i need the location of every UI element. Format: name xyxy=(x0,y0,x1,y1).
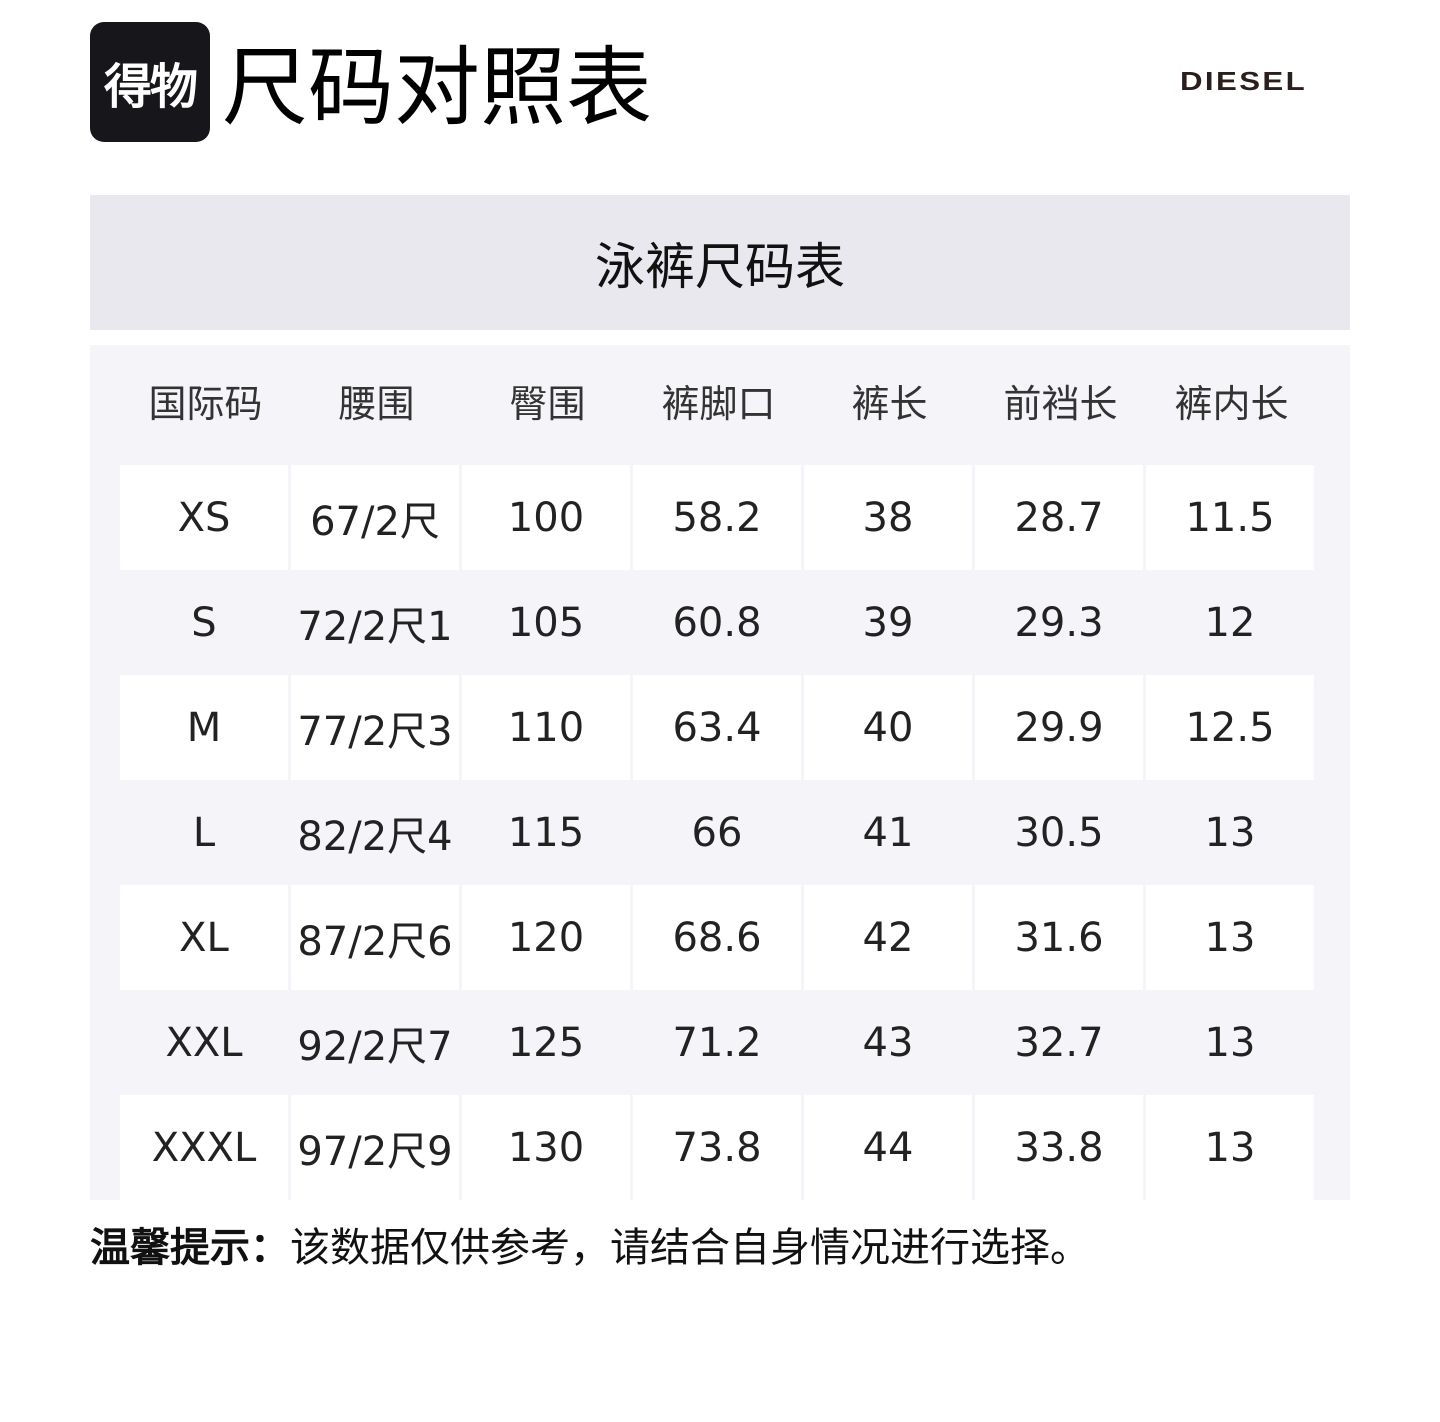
column-header: 国际码 xyxy=(148,381,263,426)
table-row: M 77/2尺3 110 63.4 40 29.9 12.5 xyxy=(120,675,1317,780)
table-cell: 44 xyxy=(804,1095,972,1200)
table-header: 国际码 腰围 臀围 裤脚口 裤长 前裆长 裤内长 xyxy=(120,345,1317,455)
table-row: L 82/2尺4 115 66 41 30.5 13 xyxy=(120,780,1317,885)
page-title: 尺码对照表 xyxy=(222,38,652,138)
column-header: 裤内长 xyxy=(1174,381,1289,426)
table-cell: 12 xyxy=(1204,599,1256,646)
table-cell: 120 xyxy=(462,885,630,990)
table-cell: 29.3 xyxy=(1014,599,1104,646)
table-cell: 66 xyxy=(691,809,743,856)
table-cell: 58.2 xyxy=(633,465,801,570)
table-cell: 42 xyxy=(804,885,972,990)
footer-note: 温馨提示：该数据仅供参考，请结合自身情况进行选择。 xyxy=(90,1218,1090,1278)
table-cell: 92/2尺7 xyxy=(297,1023,453,1070)
column-header: 臀围 xyxy=(509,381,586,426)
table-cell: 13 xyxy=(1204,809,1256,856)
table-cell: 125 xyxy=(507,1019,585,1066)
table-row: XXXL 97/2尺9 130 73.8 44 33.8 13 xyxy=(120,1095,1317,1200)
logo-text: 得物 xyxy=(103,59,198,115)
table-cell: 100 xyxy=(462,465,630,570)
table-cell: 29.9 xyxy=(975,675,1143,780)
table-cell: 39 xyxy=(862,599,914,646)
table-cell: 73.8 xyxy=(633,1095,801,1200)
column-header: 裤长 xyxy=(851,381,928,426)
footer-text: 该数据仅供参考，请结合自身情况进行选择。 xyxy=(290,1225,1090,1271)
table-cell: 87/2尺6 xyxy=(291,885,459,990)
table-cell: 30.5 xyxy=(1014,809,1104,856)
table-cell: 68.6 xyxy=(633,885,801,990)
table-row: S 72/2尺1 105 60.8 39 29.3 12 xyxy=(120,570,1317,675)
table-cell: 82/2尺4 xyxy=(297,813,453,860)
table-cell: 105 xyxy=(507,599,585,646)
footer-label: 温馨提示： xyxy=(90,1225,290,1271)
size-table: 国际码 腰围 臀围 裤脚口 裤长 前裆长 裤内长 XS 67/2尺 100 58.2 38 28.7 1… xyxy=(90,345,1350,1200)
table-row: XL 87/2尺6 120 68.6 42 31.6 13 xyxy=(120,885,1317,990)
table-cell: 97/2尺9 xyxy=(291,1095,459,1200)
table-cell: 63.4 xyxy=(633,675,801,780)
dewu-logo: 得物 xyxy=(90,22,210,142)
table-cell: S xyxy=(191,599,217,646)
table-cell: 32.7 xyxy=(1014,1019,1104,1066)
table-cell: 77/2尺3 xyxy=(291,675,459,780)
table-cell: 38 xyxy=(804,465,972,570)
table-cell: 110 xyxy=(462,675,630,780)
table-cell: 11.5 xyxy=(1146,465,1314,570)
table-cell: 67/2尺 xyxy=(291,465,459,570)
table-cell: 13 xyxy=(1146,1095,1314,1200)
table-cell: 13 xyxy=(1204,1019,1256,1066)
column-header: 腰围 xyxy=(338,381,415,426)
table-cell: 60.8 xyxy=(672,599,762,646)
table-cell: 33.8 xyxy=(975,1095,1143,1200)
table-cell: L xyxy=(192,809,216,856)
table-cell: 40 xyxy=(804,675,972,780)
table-row: XS 67/2尺 100 58.2 38 28.7 11.5 xyxy=(120,465,1317,570)
table-cell: 41 xyxy=(862,809,914,856)
table-cell: 43 xyxy=(862,1019,914,1066)
table-row: XXL 92/2尺7 125 71.2 43 32.7 13 xyxy=(120,990,1317,1095)
table-cell: 31.6 xyxy=(975,885,1143,990)
table-cell: 72/2尺1 xyxy=(297,603,453,650)
table-title: 泳裤尺码表 xyxy=(90,195,1350,330)
table-cell: 71.2 xyxy=(672,1019,762,1066)
brand-logo: DIESEL xyxy=(1180,66,1308,96)
table-cell: XXXL xyxy=(120,1095,288,1200)
table-cell: XXL xyxy=(165,1019,243,1066)
table-cell: XS xyxy=(120,465,288,570)
table-cell: 115 xyxy=(507,809,585,856)
table-cell: 130 xyxy=(462,1095,630,1200)
table-cell: 28.7 xyxy=(975,465,1143,570)
table-cell: 12.5 xyxy=(1146,675,1314,780)
table-cell: M xyxy=(120,675,288,780)
column-header: 裤脚口 xyxy=(661,381,776,426)
column-header: 前裆长 xyxy=(1003,381,1118,426)
table-cell: XL xyxy=(120,885,288,990)
table-cell: 13 xyxy=(1146,885,1314,990)
